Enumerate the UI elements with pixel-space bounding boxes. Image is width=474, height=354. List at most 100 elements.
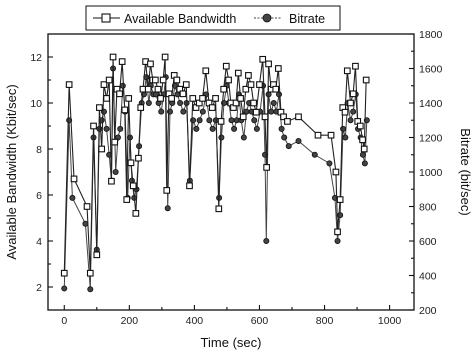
bitrate-point [119, 82, 126, 89]
bandwidth-point [109, 53, 117, 61]
bitrate-point [112, 168, 119, 175]
bandwidth-point [116, 90, 123, 98]
bandwidth-point [360, 145, 368, 153]
y2-tick-label: 1200 [419, 133, 443, 145]
bitrate-point [190, 117, 197, 124]
bandwidth-point [199, 95, 206, 102]
bandwidth-point [259, 55, 267, 63]
bandwidth-point [129, 182, 137, 190]
bandwidth-point [60, 269, 68, 277]
bandwidth-point [100, 81, 108, 88]
y-tick-label: 12 [30, 52, 42, 64]
legend-label-bandwidth: Available Bandwidth [124, 12, 236, 26]
bandwidth-point [125, 95, 133, 102]
bandwidth-point [332, 168, 340, 176]
bandwidth-point [161, 53, 169, 61]
x-tick-label: 1000 [378, 315, 402, 327]
bitrate-point [145, 100, 152, 107]
plot-area [47, 33, 415, 311]
y-axis-title-left: Available Bandwidth (Kbit/sec) [4, 84, 19, 259]
bitrate-point [253, 125, 260, 132]
bandwidth-point [265, 60, 272, 68]
bandwidth-point [123, 196, 131, 203]
bitrate-point [281, 134, 288, 141]
y2-tick-label: 1000 [419, 167, 443, 179]
bitrate-point [103, 125, 110, 132]
bitrate-point [82, 220, 89, 227]
x-tick-label: 600 [251, 315, 269, 327]
bandwidth-point [356, 122, 364, 130]
y-tick-label: 10 [30, 98, 42, 110]
bandwidth-point [163, 187, 171, 194]
bitrate-point [285, 143, 292, 150]
y2-tick-label: 1400 [419, 98, 443, 110]
bandwidth-point [96, 104, 103, 111]
bandwidth-point [225, 76, 232, 84]
bandwidth-point [222, 62, 230, 70]
bandwidth-point [154, 85, 162, 93]
bitrate-point [347, 117, 354, 124]
bandwidth-point [98, 145, 106, 153]
bandwidth-point [86, 269, 94, 277]
y2-tick-label: 800 [419, 202, 437, 214]
y2-tick-label: 1600 [419, 64, 443, 76]
bandwidth-point [327, 131, 335, 139]
legend: Available Bandwidth Bitrate [85, 5, 341, 31]
bandwidth-point [343, 67, 351, 75]
bandwidth-point [105, 76, 113, 84]
bandwidth-point [263, 164, 270, 171]
bitrate-point [199, 108, 206, 115]
bitrate-point [270, 100, 277, 107]
x-tick-label: 200 [121, 315, 139, 327]
bitrate-point [164, 205, 171, 212]
bandwidth-point [144, 85, 152, 93]
bandwidth-point [352, 62, 359, 70]
bitrate-point [206, 117, 213, 124]
legend-box [85, 5, 341, 31]
bandwidth-point [280, 113, 287, 121]
bandwidth-point [362, 76, 370, 84]
bandwidth-point [347, 99, 354, 107]
bandwidth-point [232, 99, 240, 107]
bitrate-point [87, 286, 94, 293]
bandwidth-point [202, 67, 210, 75]
bandwidth-point [284, 118, 291, 125]
bitrate-point [228, 117, 235, 124]
bandwidth-point [83, 203, 91, 210]
bitrate-point [61, 285, 68, 292]
bitrate-point [177, 100, 184, 107]
bandwidth-point [103, 95, 110, 102]
bandwidth-point [111, 138, 119, 146]
bitrate-point [278, 125, 285, 132]
bandwidth-point [137, 104, 145, 111]
bandwidth-point [173, 76, 181, 84]
bandwidth-point [65, 81, 73, 88]
bitrate-point [240, 134, 247, 141]
bandwidth-point [341, 108, 349, 116]
bandwidth-point [295, 113, 302, 121]
bandwidth-point [93, 251, 101, 259]
bitrate-point [193, 125, 200, 132]
series-bandwidth [60, 53, 370, 277]
y2-tick-label: 200 [419, 305, 437, 317]
bandwidth-point [121, 106, 129, 114]
bandwidth-point [208, 104, 216, 111]
bandwidth-point [274, 65, 282, 72]
bandwidth-point [252, 108, 260, 116]
bandwidth-point [234, 69, 242, 77]
y-tick-label: 8 [36, 144, 42, 156]
y-tick-label: 2 [36, 282, 42, 294]
bandwidth-point [237, 95, 244, 102]
bandwidth-point [261, 113, 269, 121]
bitrate-point [251, 117, 258, 124]
bitrate-point [69, 194, 76, 201]
bandwidth-point [159, 76, 167, 84]
x-tick-label: 800 [316, 315, 334, 327]
y-axis-left: 2 4 6 8 10 12 [30, 52, 53, 294]
bitrate-point [180, 108, 187, 115]
bandwidth-point [179, 90, 187, 98]
bandwidth-point [152, 76, 159, 84]
y-axis-right: 200 400 600 800 1000 1200 1400 1600 1800 [409, 29, 443, 317]
bitrate-point [231, 125, 238, 132]
bitrate-point [340, 125, 347, 132]
